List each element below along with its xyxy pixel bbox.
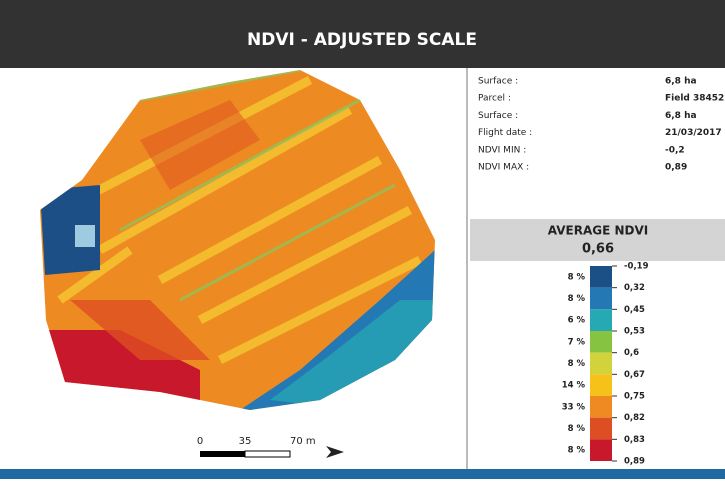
average-value: 0,66	[582, 242, 614, 257]
info-value: -0,2	[665, 145, 685, 155]
legend-share: 8 %	[568, 272, 586, 282]
info-value: Field 38452	[665, 94, 724, 104]
dynamic-content: Surface : 6,8 ha Parcel : Field 38452 Surfac…	[197, 77, 725, 467]
info-value: 6,8 ha	[665, 77, 697, 87]
scale-label: 35	[239, 436, 252, 447]
info-label: NDVI MIN :	[478, 145, 526, 155]
legend-share: 7 %	[568, 337, 586, 347]
legend-swatch	[590, 417, 612, 440]
legend-break: 0,75	[624, 392, 645, 402]
north-arrow	[326, 446, 344, 458]
legend-break: 0,32	[624, 283, 645, 293]
legend-swatch	[590, 374, 612, 396]
header-band	[0, 0, 725, 68]
info-label: Flight date :	[478, 128, 532, 138]
legend-break: -0,19	[624, 262, 649, 272]
legend-share: 14 %	[562, 381, 586, 391]
info-value: 6,8 ha	[665, 111, 697, 121]
legend-break: 0,83	[624, 435, 645, 445]
legend-swatch	[590, 396, 612, 418]
legend-swatch	[590, 309, 612, 331]
legend-share: 8 %	[568, 424, 586, 434]
scale-label: 70 m	[290, 436, 316, 447]
scale-bar	[200, 446, 344, 458]
legend-break: 0,67	[624, 370, 645, 380]
legend-share: 8 %	[568, 294, 586, 304]
info-label: NDVI MAX :	[478, 163, 529, 173]
legend-break: 0,53	[624, 327, 645, 337]
legend-break: 0,82	[624, 413, 645, 423]
legend-break: 0,89	[624, 457, 645, 467]
legend-swatch	[590, 287, 612, 310]
info-value: 0,89	[665, 163, 687, 173]
header-title: NDVI - ADJUSTED SCALE	[247, 30, 477, 50]
average-title: AVERAGE NDVI	[548, 224, 648, 238]
legend-share: 8 %	[568, 446, 586, 456]
legend-share: 8 %	[568, 359, 586, 369]
legend-share: 6 %	[568, 316, 586, 326]
legend-swatch	[590, 439, 612, 461]
info-value: 21/03/2017	[665, 128, 722, 138]
legend-swatch	[590, 266, 612, 288]
legend-swatch	[590, 352, 612, 375]
info-label: Surface :	[478, 77, 518, 87]
legend-swatch	[590, 331, 612, 353]
info-label: Surface :	[478, 111, 518, 121]
legend-break: 0,6	[624, 348, 639, 358]
average-box	[470, 219, 725, 261]
info-label: Parcel :	[478, 94, 511, 104]
legend-share: 33 %	[562, 402, 586, 412]
scale-label: 0	[197, 436, 203, 447]
legend-break: 0,45	[624, 305, 645, 315]
footer-band	[0, 469, 725, 479]
